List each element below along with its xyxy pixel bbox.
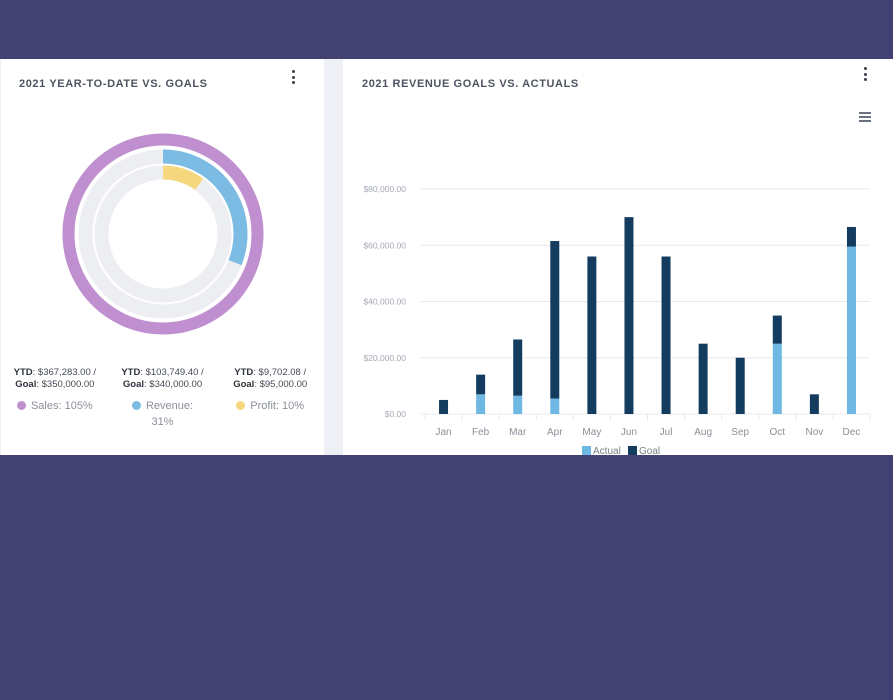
bar-goal-jan [439, 399, 449, 414]
bar-actual-mar [513, 395, 523, 414]
goal-value: : $340,000.00 [144, 379, 203, 390]
legend-label: Sales: 105% [30, 400, 93, 412]
x-tick-label: Aug [694, 427, 712, 438]
y-tick-label: $20,000.00 [363, 353, 406, 363]
legend-swatch-actual [582, 446, 591, 455]
radial-arc-sales [62, 133, 264, 335]
sales-stat: YTD: $367,283.00 / Goal: $350,000.00 [1, 367, 109, 391]
revenue-dot-icon [131, 401, 141, 410]
goal-label: Goal [15, 379, 37, 390]
x-tick-label: Sep [731, 427, 749, 438]
bar-goal-jun [624, 217, 634, 414]
radial-legend: Sales: 105% Revenue: 31% Profit: 10% [1, 398, 324, 430]
ytd-value: : $9,702.08 / [253, 367, 307, 378]
x-tick-label: Mar [509, 427, 527, 438]
ytd-label: YTD [13, 367, 33, 378]
legend-item-profit[interactable]: Profit: 10% [216, 398, 324, 430]
x-tick-label: Oct [770, 427, 786, 438]
x-tick-label: Jul [660, 427, 673, 438]
hamburger-menu-icon[interactable] [859, 112, 871, 122]
sales-dot-icon [16, 401, 26, 410]
bar-goal-nov [809, 394, 819, 414]
x-tick-label: May [582, 427, 601, 438]
bar-actual-apr [550, 398, 560, 414]
radial-track-profit [94, 165, 232, 303]
bar-chart: $0.00 $20,000.00 $40,000.00 $60,000.00 $80,0… [363, 184, 871, 455]
bar-goal-may [587, 256, 597, 414]
y-tick-label: $40,000.00 [363, 297, 406, 307]
goal-label: Goal [122, 379, 145, 390]
legend-swatch-goal [628, 446, 637, 455]
ytd-goals-card: 2021 YEAR-TO-DATE VS. GOALS YTD: $367,28… [1, 59, 324, 455]
legend-label: Profit: 10% [250, 400, 305, 412]
bar-goal-feb [476, 374, 486, 395]
bar-goal-jul [661, 256, 671, 414]
bar-actual-dec [846, 246, 856, 414]
bar-goal-mar [513, 339, 523, 396]
radial-progress-chart [62, 133, 264, 335]
x-tick-label: Dec [843, 427, 861, 438]
ytd-label: YTD [234, 367, 254, 378]
revenue-stat: YTD: $103,749.40 / Goal: $340,000.00 [109, 367, 217, 391]
legend-label-value: 31% [151, 416, 174, 428]
bar-goal-dec [846, 226, 856, 247]
x-tick-label: Jun [621, 427, 637, 438]
revenue-goals-card: 2021 REVENUE GOALS VS. ACTUALS $0.00 $20,… [343, 59, 893, 455]
goal-value: : $350,000.00 [36, 379, 95, 390]
bar-goal-apr [550, 241, 560, 399]
card-title: 2021 REVENUE GOALS VS. ACTUALS [362, 78, 579, 90]
card-title: 2021 YEAR-TO-DATE VS. GOALS [19, 78, 208, 90]
x-tick-label: Nov [805, 427, 823, 438]
legend-label-actual: Actual [593, 446, 621, 455]
profit-dot-icon [236, 401, 246, 410]
more-options-icon[interactable] [863, 67, 867, 81]
legend-item-revenue[interactable]: Revenue: 31% [109, 398, 217, 430]
x-tick-label: Apr [547, 427, 563, 438]
legend-label-goal: Goal [639, 446, 660, 455]
bar-actual-oct [772, 343, 782, 414]
bar-goal-oct [772, 315, 782, 344]
radial-arc-profit [162, 165, 204, 191]
goal-value: : $95,000.00 [254, 379, 308, 390]
bar-actual-feb [476, 394, 486, 414]
y-tick-label: $80,000.00 [363, 184, 406, 194]
y-tick-label: $0.00 [385, 409, 407, 419]
bar-goal-aug [698, 343, 708, 414]
ytd-label: YTD [121, 367, 141, 378]
ytd-value: : $367,283.00 / [32, 367, 97, 378]
x-tick-label: Feb [472, 427, 490, 438]
goal-label: Goal [233, 379, 255, 390]
ytd-stats: YTD: $367,283.00 / Goal: $350,000.00 YTD… [1, 367, 324, 391]
profit-stat: YTD: $9,702.08 / Goal: $95,000.00 [216, 367, 324, 391]
x-tick-label: Jan [435, 427, 451, 438]
bar-goal-sep [735, 357, 745, 414]
legend-item-sales[interactable]: Sales: 105% [1, 398, 109, 430]
legend-label: Revenue: [145, 400, 194, 412]
ytd-value: : $103,749.40 / [140, 367, 204, 378]
radial-arc-revenue [162, 149, 248, 266]
more-options-icon[interactable] [291, 70, 295, 84]
y-tick-label: $60,000.00 [363, 240, 406, 250]
